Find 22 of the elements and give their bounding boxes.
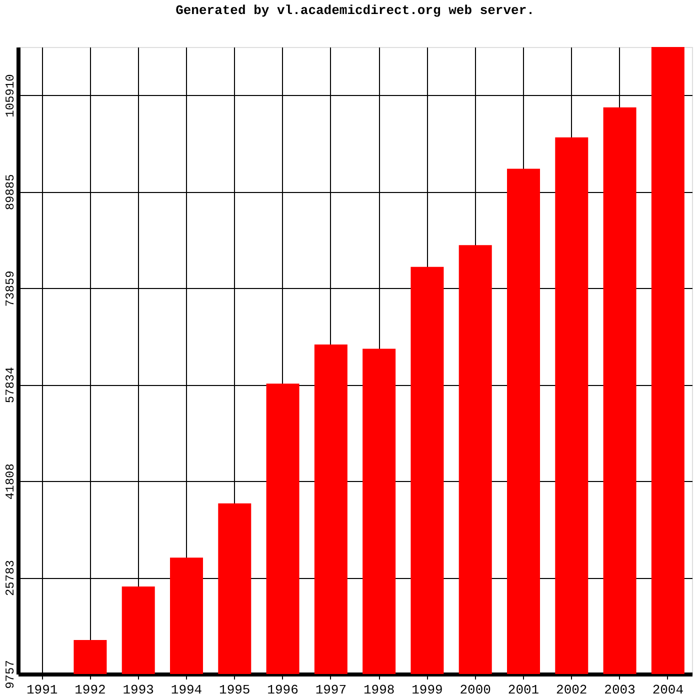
- x-tick-label: 1998: [363, 682, 395, 698]
- x-tick-label: 1995: [219, 682, 250, 698]
- y-tick-label: 89885: [4, 174, 18, 210]
- x-tick-label: 2001: [508, 682, 540, 698]
- y-tick-label: 9757: [4, 660, 18, 689]
- x-tick-label: 1993: [122, 682, 154, 698]
- y-tick-label: 73859: [4, 270, 18, 307]
- x-tick-label: 2002: [556, 682, 588, 698]
- x-tick-label: 1999: [412, 682, 443, 698]
- y-tick-label: 57834: [4, 367, 18, 404]
- x-tick-label: 1992: [74, 682, 106, 698]
- y-tick-label: 105910: [4, 74, 18, 118]
- x-tick-label: 1996: [267, 682, 298, 698]
- y-tick-label: 41808: [4, 464, 18, 500]
- chart-title: Generated by vl.academicdirect.org web server.: [176, 3, 534, 18]
- x-tick-label: 2003: [604, 682, 636, 698]
- x-tick-label: 2000: [460, 682, 491, 698]
- x-tick-label: 1997: [315, 682, 347, 698]
- x-tick-label: 1991: [26, 682, 58, 698]
- x-tick-label: 1994: [170, 682, 202, 698]
- x-tick-label: 2004: [652, 682, 684, 698]
- y-tick-label: 25783: [4, 560, 18, 596]
